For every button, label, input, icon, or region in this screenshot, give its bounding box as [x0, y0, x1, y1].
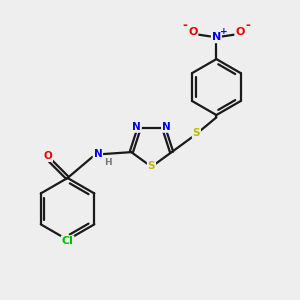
Text: Cl: Cl [61, 236, 74, 246]
Text: N: N [162, 122, 171, 132]
Text: O: O [44, 151, 52, 161]
Text: -: - [183, 19, 188, 32]
Text: N: N [132, 122, 141, 132]
Text: N: N [94, 149, 102, 159]
Text: +: + [220, 27, 228, 36]
Text: N: N [212, 32, 221, 42]
Text: S: S [148, 161, 155, 171]
Text: O: O [188, 27, 197, 37]
Text: S: S [193, 128, 200, 138]
Text: -: - [246, 19, 250, 32]
Text: H: H [104, 158, 112, 166]
Text: O: O [235, 27, 244, 37]
